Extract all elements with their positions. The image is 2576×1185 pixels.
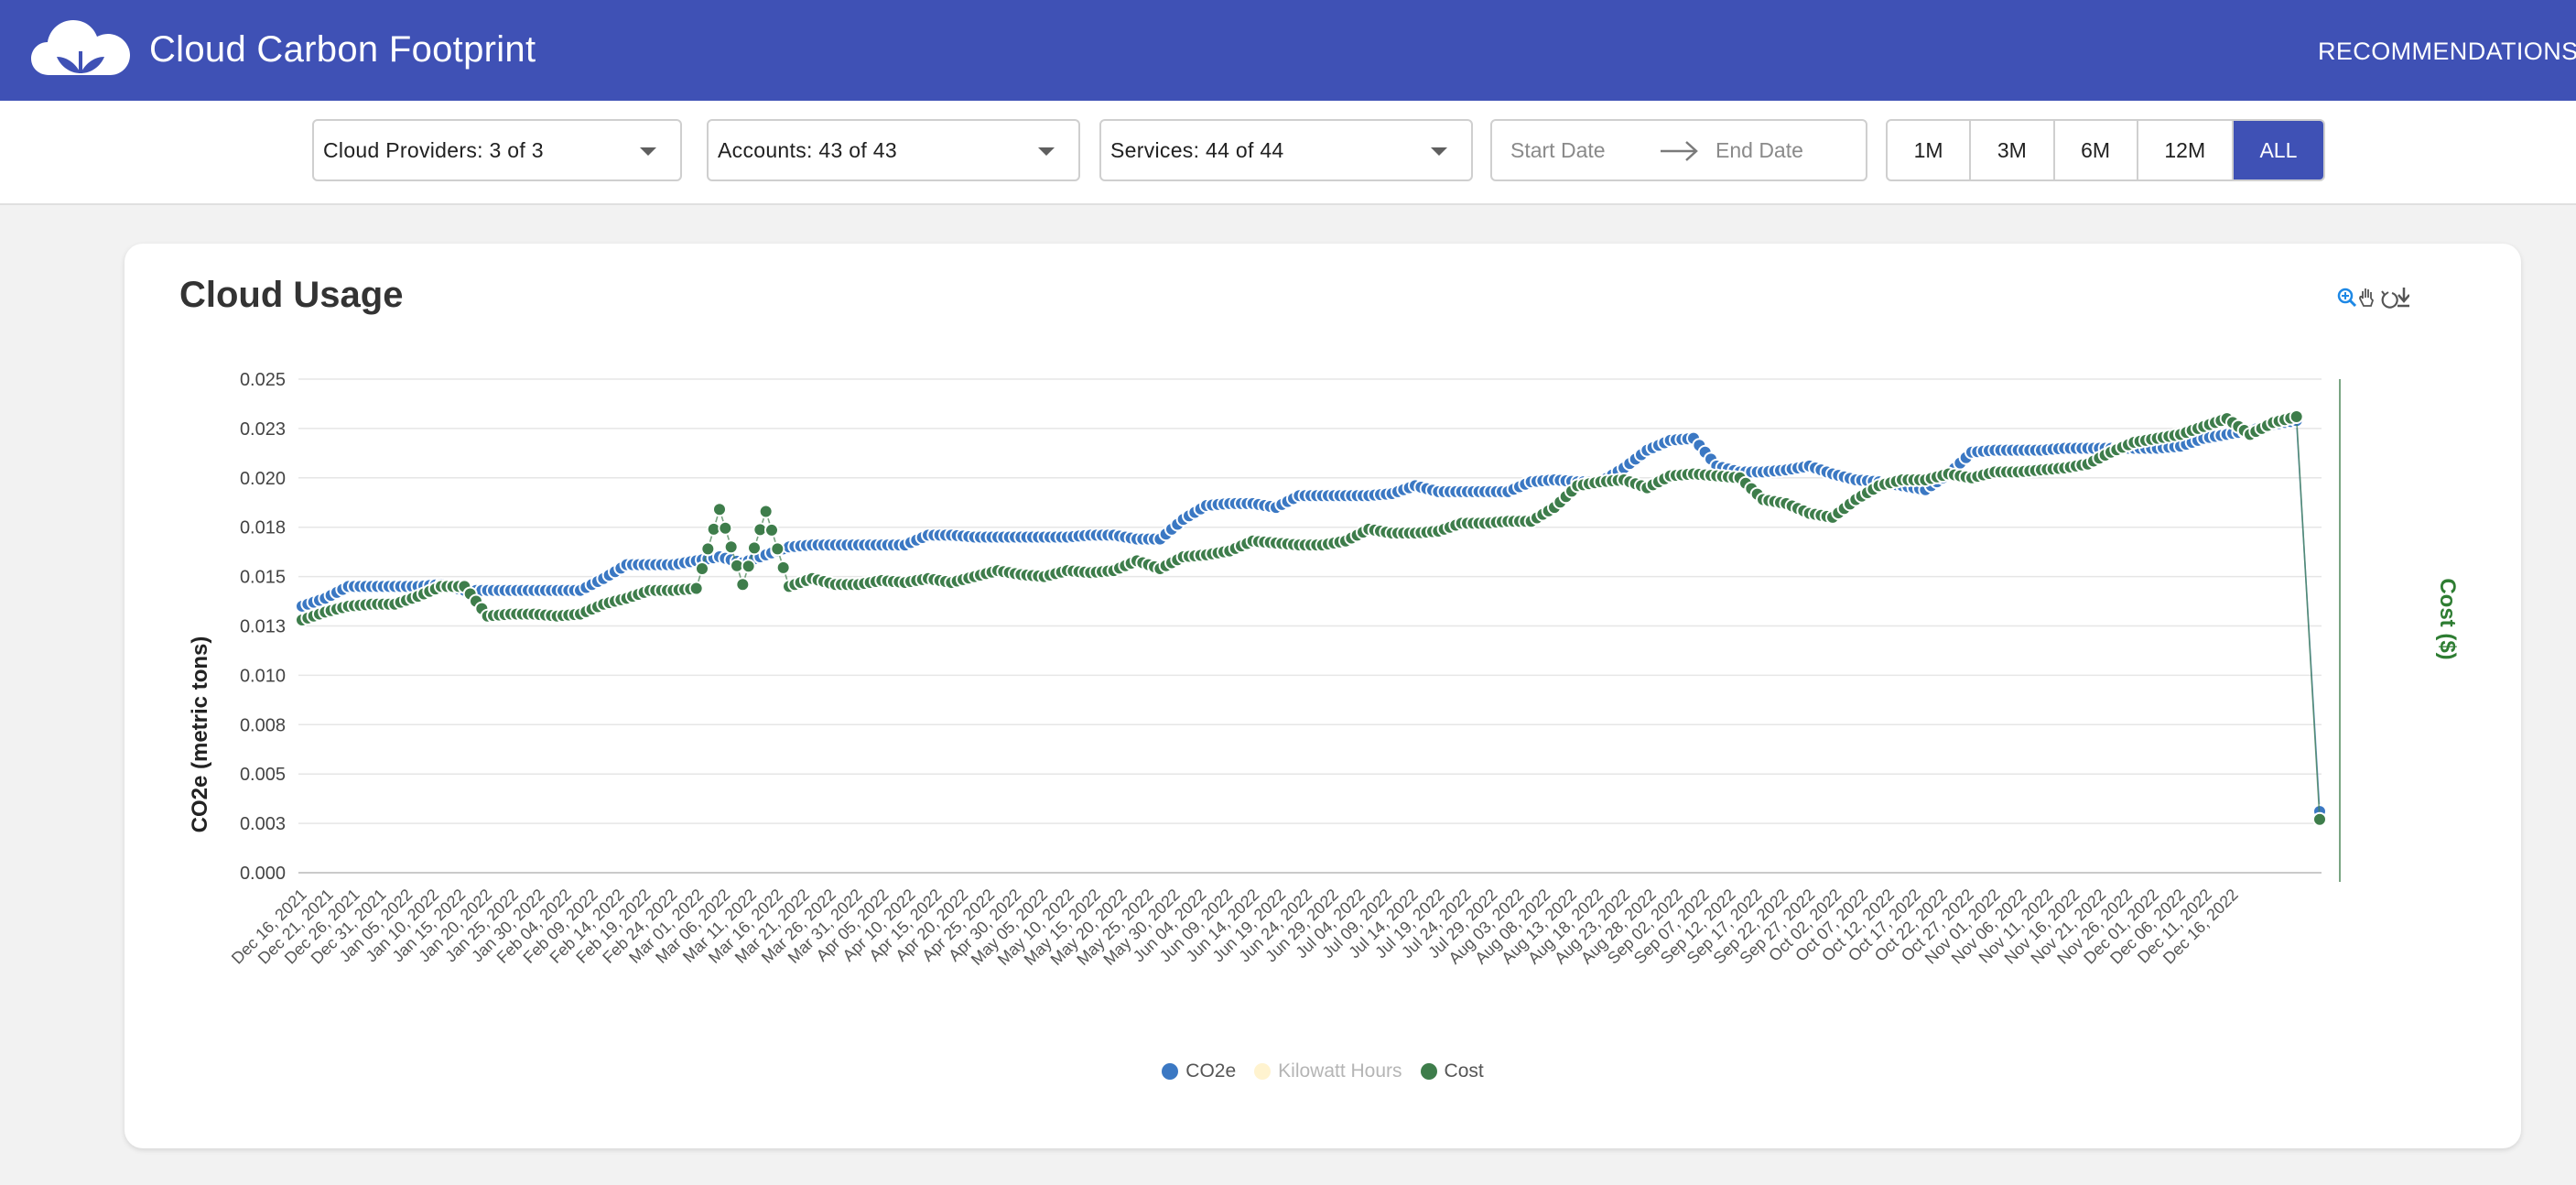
data-point[interactable] (695, 560, 709, 576)
y-tick-label: 0.023 (240, 419, 286, 440)
range-6m-button[interactable]: 6M (2055, 121, 2138, 179)
chevron-down-icon (1431, 147, 1447, 156)
y-tick-label: 0.005 (240, 765, 286, 785)
range-3m-button[interactable]: 3M (1971, 121, 2055, 179)
y-axis-title: CO2e (metric tons) (188, 636, 212, 833)
reset-icon[interactable] (2381, 290, 2398, 309)
range-1m-button[interactable]: 1M (1888, 121, 1972, 179)
arrow-right-icon (1661, 141, 1698, 161)
data-point[interactable] (2289, 408, 2304, 424)
grid-lines (298, 378, 2341, 882)
recommendations-link[interactable]: RECOMMENDATIONS (2318, 38, 2576, 65)
data-point[interactable] (723, 539, 739, 555)
y-tick-label: 0.018 (240, 518, 286, 538)
services-dropdown[interactable]: Services: 44 of 44 (1099, 119, 1473, 181)
app-title: Cloud Carbon Footprint (149, 29, 536, 70)
app-bar: Cloud Carbon Footprint RECOMMENDATIONS (0, 0, 2576, 101)
data-point[interactable] (770, 541, 785, 557)
data-point[interactable] (747, 540, 762, 556)
y-tick-label: 0.010 (240, 666, 286, 686)
legend-cost-label: Cost (1444, 1060, 1484, 1082)
y-tick-label: 0.003 (240, 814, 286, 834)
data-point[interactable] (775, 560, 791, 575)
data-point[interactable] (2312, 811, 2327, 827)
y-tick-label: 0.015 (240, 568, 286, 588)
card-title: Cloud Usage (179, 275, 404, 315)
y-tick-label: 0.020 (240, 469, 286, 489)
data-point[interactable] (735, 577, 751, 592)
chart-toolbar (2337, 288, 2409, 309)
legend-item-cost[interactable]: Cost (1420, 1060, 1484, 1082)
data-point[interactable] (758, 504, 774, 519)
legend-item-kilowatt-hours[interactable]: Kilowatt Hours (1254, 1060, 1402, 1082)
y-axis-ticks: 0.000 0.003 0.005 0.008 0.010 0.013 0.015 0.018… (240, 370, 286, 884)
cloud-usage-card: Cloud Usage 0.000 0.003 0.005 0.008 0.010 0.0… (124, 244, 2521, 1148)
legend-kwh-label: Kilowatt Hours (1278, 1060, 1402, 1082)
cloud-providers-label: Cloud Providers: 3 of 3 (323, 138, 544, 162)
legend-kwh-marker (1254, 1063, 1272, 1080)
data-point[interactable] (688, 581, 704, 596)
data-point[interactable] (700, 541, 716, 557)
end-date-input[interactable]: End Date (1716, 138, 1803, 162)
legend-cost-marker (1420, 1063, 1437, 1080)
chart-legend: CO2e Kilowatt Hours Cost (124, 1053, 2521, 1090)
cloud-providers-dropdown[interactable]: Cloud Providers: 3 of 3 (312, 119, 682, 181)
y-tick-label: 0.025 (240, 370, 286, 390)
series-line-0 (301, 419, 2321, 812)
data-point[interactable] (764, 522, 779, 538)
y-tick-label: 0.013 (240, 617, 286, 637)
y-tick-label: 0.008 (240, 715, 286, 735)
chevron-down-icon (640, 147, 656, 156)
y2-axis-title: Cost ($) (2435, 578, 2460, 659)
legend-co2e-label: CO2e (1185, 1060, 1237, 1082)
range-12m-button[interactable]: 12M (2138, 121, 2234, 179)
y-tick-label: 0.000 (240, 864, 286, 884)
series-layer (295, 408, 2327, 827)
start-date-input[interactable]: Start Date (1510, 138, 1606, 162)
zoom-icon[interactable] (2337, 288, 2357, 308)
services-label: Services: 44 of 44 (1110, 138, 1284, 162)
data-point[interactable] (712, 502, 727, 517)
legend-item-co2e[interactable]: CO2e (1162, 1060, 1236, 1082)
cloud-usage-chart[interactable]: 0.000 0.003 0.005 0.008 0.010 0.013 0.015 0.018… (124, 244, 2521, 1040)
date-range-buttons: 1M 3M 6M 12M ALL (1886, 119, 2325, 181)
chevron-down-icon (1038, 147, 1055, 156)
accounts-dropdown[interactable]: Accounts: 43 of 43 (707, 119, 1080, 181)
range-all-button[interactable]: ALL (2233, 121, 2323, 179)
pan-icon[interactable] (2359, 288, 2375, 307)
filter-bar: Cloud Providers: 3 of 3 Accounts: 43 of … (0, 101, 2576, 205)
data-point[interactable] (741, 559, 756, 574)
accounts-label: Accounts: 43 of 43 (718, 138, 897, 162)
cloud-logo-icon[interactable] (29, 16, 132, 82)
legend-co2e-marker (1162, 1063, 1179, 1080)
download-icon[interactable] (2397, 288, 2409, 308)
date-range-picker[interactable]: Start Date End Date (1490, 119, 1867, 181)
data-point[interactable] (718, 520, 733, 536)
